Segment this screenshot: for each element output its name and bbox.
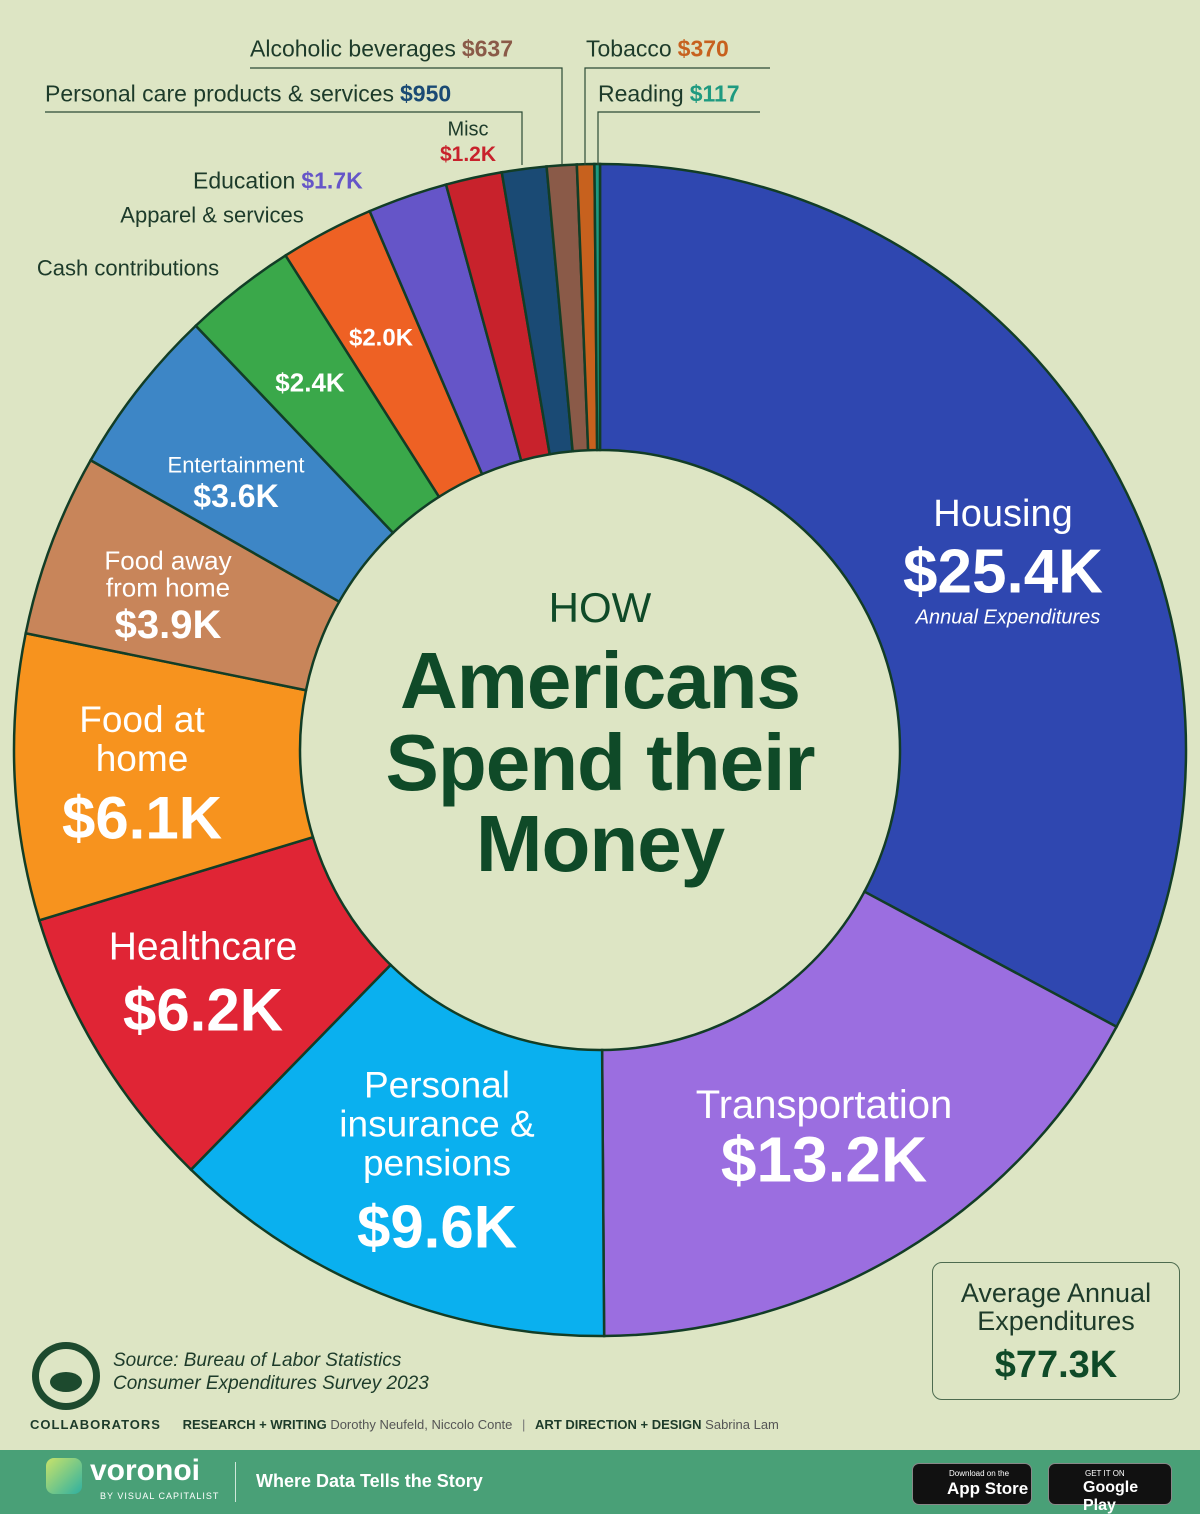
value-label: $2.4K	[275, 367, 345, 398]
value-label: $1.7K	[301, 167, 363, 194]
category-label: Food away from home	[104, 545, 232, 603]
value-label: $637	[461, 35, 514, 62]
credit-role: RESEARCH + WRITING	[182, 1417, 327, 1432]
total-value: $77.3K	[994, 1343, 1118, 1386]
value-label: $6.2K	[122, 976, 284, 1044]
label: Tobacco $370	[586, 36, 729, 63]
value-label: $3.9K	[114, 603, 222, 647]
value-label: $13.2K	[720, 1123, 928, 1196]
category-label: Housing	[933, 493, 1073, 536]
value-label: $950	[400, 80, 452, 107]
chart-title: Americans Spend their Money	[385, 636, 815, 889]
leader-line	[584, 67, 770, 165]
value-label: $117	[689, 80, 740, 107]
category-label: Personal care products & services	[45, 80, 394, 107]
source: Source: Bureau of Labor Statistics Consu…	[113, 1350, 429, 1394]
label: Personal care products & services $950	[45, 81, 451, 108]
category-label: Healthcare	[108, 925, 298, 969]
label: Reading $117	[598, 81, 740, 108]
value-label: $6.1K	[61, 784, 223, 852]
value-label: $2.0K	[348, 324, 414, 352]
category-label: Cash contributions	[36, 255, 220, 281]
value-label: $370	[677, 35, 729, 62]
category-label: Personal insurance & pensions	[339, 1064, 535, 1184]
category-label: Food at home	[79, 699, 205, 779]
credits: COLLABORATORS RESEARCH + WRITING Dorothy…	[30, 1417, 779, 1432]
category-label: Apparel & services	[120, 202, 304, 228]
credits-heading: COLLABORATORS	[30, 1417, 161, 1432]
category-label: Transportation	[695, 1083, 953, 1127]
leader-line	[597, 111, 760, 165]
category-label: Misc	[447, 118, 489, 141]
value-label: $3.6K	[193, 478, 279, 515]
label: Education $1.7K	[193, 168, 363, 195]
donut-slice	[600, 889, 1119, 1338]
leader-line	[250, 67, 563, 165]
brand: voronoi	[90, 1454, 200, 1487]
value-label: $25.4K	[903, 537, 1103, 607]
leader-line	[45, 111, 523, 165]
value-label: $9.6K	[356, 1193, 518, 1261]
brand-sub: BY VISUAL CAPITALIST	[100, 1491, 220, 1501]
button-small: Download on the	[949, 1469, 1010, 1478]
total-label: Average Annual Expenditures	[960, 1278, 1152, 1337]
category-label: Alcoholic beverages	[250, 35, 456, 62]
label: Alcoholic beverages $637	[250, 36, 513, 63]
button-big: App Store	[947, 1479, 1029, 1498]
credit-names: Dorothy Neufeld, Niccolo Conte	[330, 1417, 513, 1432]
category-label: Tobacco	[586, 35, 672, 62]
brand-icon	[46, 1458, 82, 1494]
total-box: Average Annual Expenditures $77.3K	[932, 1262, 1180, 1400]
credit-role: ART DIRECTION + DESIGN	[535, 1417, 702, 1432]
button-small: GET IT ON	[1085, 1469, 1125, 1478]
value-label: $1.2K	[439, 142, 497, 166]
separator: |	[522, 1417, 526, 1432]
divider	[235, 1462, 236, 1502]
donut-slice	[598, 162, 1188, 1029]
app-store-button[interactable]: Download on the App Store	[912, 1463, 1032, 1505]
google-play-button[interactable]: GET IT ON Google Play	[1048, 1463, 1172, 1514]
credit-names: Sabrina Lam	[705, 1417, 779, 1432]
logo-mark	[50, 1372, 82, 1392]
donut-slice	[593, 162, 602, 452]
category-label: Entertainment	[167, 452, 305, 478]
button-big: Google Play	[1083, 1479, 1139, 1514]
annotation: Annual Expenditures	[915, 606, 1101, 629]
category-label: Education	[193, 167, 296, 194]
title-top: HOW	[548, 584, 652, 631]
category-label: Reading	[598, 80, 684, 107]
tagline: Where Data Tells the Story	[256, 1471, 483, 1491]
donut-slice	[189, 963, 606, 1338]
footer: voronoi BY VISUAL CAPITALIST Where Data …	[0, 1450, 1200, 1514]
